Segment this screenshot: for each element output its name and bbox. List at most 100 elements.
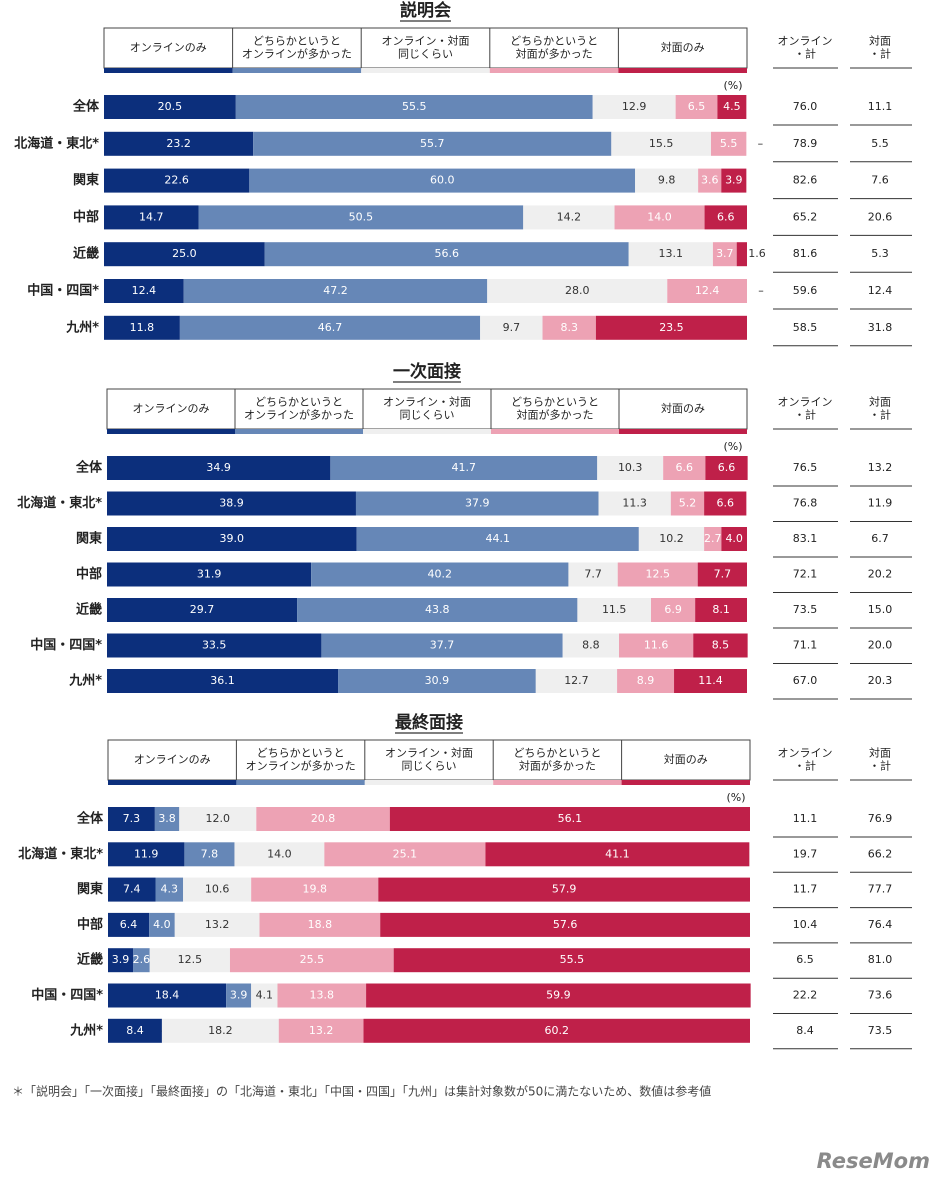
bar-segment [179, 315, 481, 340]
legend-label: どちらかというとオンラインが多かった [242, 34, 352, 60]
bar-segment [256, 807, 390, 831]
bar-segment [338, 669, 536, 693]
legend-box [106, 388, 748, 430]
segment-label: 6.4 [120, 918, 138, 931]
bar-segment [568, 562, 618, 587]
segment-label: 25.1 [393, 847, 418, 860]
bar-segment [149, 912, 175, 937]
segment-label: 23.5 [659, 321, 684, 334]
category-label: 中部 [73, 209, 99, 225]
segment-label: 8.8 [582, 639, 600, 652]
bar-segment [562, 633, 619, 658]
bar-segment [107, 527, 357, 551]
category-label: 関東 [73, 172, 99, 188]
segment-label: 25.5 [300, 953, 325, 966]
segment-label: 9.8 [658, 174, 676, 187]
segment-label: 56.6 [434, 247, 459, 260]
segment-label: 10.2 [659, 532, 684, 545]
column-value: 76.9 [868, 812, 893, 825]
bar-segment [628, 242, 713, 267]
segment-label: 12.7 [564, 674, 589, 687]
segment-label: – [758, 137, 764, 150]
column-value: 67.0 [793, 674, 818, 687]
bar-segment [108, 983, 227, 1008]
column-header: オンライン・計 [778, 746, 833, 772]
bar-segment [380, 912, 750, 937]
bar-segment [277, 983, 367, 1008]
segment-label: 50.5 [349, 210, 374, 223]
segment-label: 12.9 [622, 100, 647, 113]
legend-swatch [361, 68, 490, 73]
segment-label: 47.2 [323, 284, 348, 297]
legend-label: どちらかというとオンラインが多かった [244, 395, 354, 421]
column-value: 78.9 [793, 137, 818, 150]
column-value: 82.6 [793, 174, 818, 187]
segment-label: 10.3 [618, 461, 643, 474]
bar-segment [133, 948, 150, 973]
segment-label: 4.0 [725, 532, 743, 545]
column-header: オンライン・計 [778, 395, 833, 421]
bar-segment [693, 633, 748, 658]
legend-swatch [363, 429, 491, 434]
category-label: 関東 [76, 531, 102, 547]
column-value: 76.5 [793, 461, 818, 474]
column-value: 5.3 [871, 247, 889, 260]
column-value: 73.5 [868, 1024, 893, 1037]
bar-segment [311, 562, 569, 587]
column-value: 72.1 [793, 568, 818, 581]
bar-segment [253, 131, 612, 156]
bar-segment [108, 948, 134, 973]
bar-segment [717, 95, 747, 119]
segment-label: 4.5 [723, 100, 741, 113]
bar-segment [107, 491, 356, 516]
category-label: 全体 [75, 460, 103, 476]
column-value: 13.2 [868, 461, 893, 474]
column-value: 6.7 [871, 532, 889, 545]
legend-swatch [493, 780, 622, 785]
segment-label: 60.0 [430, 174, 455, 187]
segment-label: 44.1 [485, 532, 510, 545]
chart-title: 一次面接 [393, 361, 461, 382]
bar-segment [356, 527, 639, 551]
segment-label: 22.6 [164, 174, 189, 187]
segment-label: 7.8 [201, 847, 219, 860]
segment-label: 13.8 [310, 989, 335, 1002]
bar-segment [675, 95, 718, 119]
legend-label: オンラインのみ [134, 753, 211, 766]
segment-label: 55.5 [560, 953, 585, 966]
legend-swatch [107, 429, 235, 434]
segment-label: – [758, 284, 764, 297]
bar-segment [598, 491, 671, 516]
segment-label: 8.4 [126, 1024, 144, 1037]
segment-label: 25.0 [172, 247, 197, 260]
segment-label: 12.5 [645, 568, 670, 581]
category-label: 中国・四国* [27, 283, 99, 299]
bar-segment [389, 807, 750, 831]
bar-segment [363, 1018, 750, 1043]
column-value: 76.4 [868, 918, 893, 931]
segment-label: 55.7 [420, 137, 445, 150]
segment-label: 14.2 [557, 210, 582, 223]
bar-segment [487, 279, 668, 303]
segment-label: 14.0 [267, 847, 292, 860]
bar-segment [297, 598, 578, 622]
bar-segment [104, 279, 184, 303]
category-label: 中国・四国* [31, 987, 103, 1003]
segment-label: 6.6 [717, 210, 735, 223]
legend-swatch [364, 780, 494, 785]
bar-segment [535, 669, 618, 693]
column-header: 対面・計 [869, 394, 891, 421]
category-label: 九州* [68, 674, 102, 689]
segment-label: 20.5 [158, 100, 183, 113]
bar-segment [597, 456, 664, 480]
segment-label: 15.5 [649, 137, 674, 150]
segment-label: 12.0 [206, 812, 231, 825]
category-label: 中国・四国* [30, 637, 102, 653]
bar-segment [577, 598, 651, 622]
column-value: 58.5 [793, 321, 818, 334]
segment-label: 57.9 [552, 883, 577, 896]
bar-segment [635, 168, 699, 193]
bar-segment [104, 205, 199, 230]
category-label: 全体 [76, 811, 104, 827]
